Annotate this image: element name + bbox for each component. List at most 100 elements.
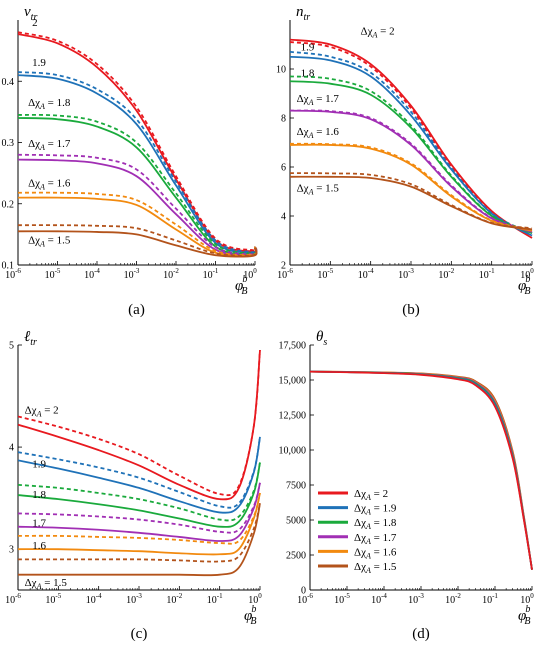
- y-tick-label: 2: [281, 261, 286, 272]
- y-tick-label: 4: [281, 212, 286, 223]
- y-tick-label: 17,500: [279, 341, 307, 352]
- series-1-9-solid: [290, 55, 533, 237]
- x-tick-label: 10-5: [45, 592, 61, 606]
- y-tick-label: 0.4: [2, 77, 15, 88]
- series-1-7-solid: [310, 370, 533, 570]
- y-tick-label: 6: [281, 163, 286, 174]
- series-1-8-solid: [18, 462, 261, 528]
- x-tick-label: 100: [248, 592, 262, 606]
- y-axis-title: ℓtr: [24, 329, 37, 348]
- y-tick-label: 12,500: [279, 411, 307, 422]
- y-tick-label: 0.1: [2, 261, 15, 272]
- panel-label: (d): [412, 626, 430, 642]
- series-1-9-dashed: [18, 436, 261, 509]
- x-tick-label: 10-3: [408, 592, 424, 606]
- x-tick-label: 10-4: [84, 267, 100, 281]
- y-axis-title: νtr: [24, 4, 37, 23]
- series-2-solid: [290, 38, 533, 239]
- legend-label-1-7: ΔχA = 1.7: [354, 532, 397, 546]
- y-tick-label: 8: [281, 114, 286, 125]
- x-tick-label: 10-4: [371, 592, 387, 606]
- curve-label-2: ΔχA = 2: [25, 404, 59, 418]
- curve-label-1-5: ΔχA = 1.5: [297, 183, 340, 197]
- series-1-8-dashed: [18, 462, 261, 522]
- series-1-8-dashed: [290, 75, 533, 233]
- legend-label-1-8: ΔχA = 1.8: [354, 517, 397, 531]
- panel-label: (c): [131, 626, 148, 642]
- legend-label-1-5: ΔχA = 1.5: [354, 561, 397, 575]
- x-tick-label: 10-3: [126, 592, 142, 606]
- series-1-5-dashed: [290, 172, 533, 230]
- series-group: [18, 31, 258, 258]
- x-tick-label: 10-2: [438, 267, 454, 281]
- series-1-5-solid: [18, 503, 261, 577]
- y-tick-label: 10: [276, 65, 286, 76]
- curve-label-2: 2: [32, 17, 38, 29]
- series-2-dashed: [18, 31, 258, 252]
- curve-label-1-8: 1.8: [301, 67, 315, 79]
- series-1-6-solid: [310, 370, 533, 570]
- legend-label-1-9: ΔχA = 1.9: [354, 503, 397, 517]
- curve-label-1-9: 1.9: [301, 42, 315, 54]
- series-1-6-solid: [290, 143, 533, 232]
- x-tick-label: 10-1: [207, 592, 223, 606]
- curve-label-1-6: 1.6: [32, 540, 46, 552]
- y-tick-label: 0: [301, 586, 306, 597]
- x-tick-label: 100: [520, 592, 534, 606]
- panel-a: 10-6 10-5 10-4 10-3 10-2 10-1 100 0.1 0.2 0.3 0.4 ν…: [2, 4, 258, 318]
- y-axis-title: ntr: [296, 4, 310, 23]
- x-tick-label: 10-2: [166, 592, 182, 606]
- x-tick-label: 10-5: [45, 267, 61, 281]
- series-1-5-dashed: [18, 224, 258, 257]
- series-group: [18, 350, 261, 577]
- x-tick-label: 10-3: [398, 267, 414, 281]
- series-1-9-solid: [310, 370, 533, 570]
- legend-label-2: ΔχA = 2: [354, 488, 388, 502]
- series-1-8-solid: [310, 370, 533, 570]
- series-1-6-solid: [18, 492, 261, 556]
- x-tick-label: 10-1: [482, 592, 498, 606]
- series-1-7-dashed: [18, 153, 258, 255]
- x-tick-label: 10-3: [124, 267, 140, 281]
- panel-c: 10-6 10-5 10-4 10-3 10-2 10-1 100 3 4 5 ℓtr φb B ΔχA …: [5, 329, 262, 642]
- x-tick-label: 10-4: [358, 267, 374, 281]
- curve-label-1-8: ΔχA = 1.8: [28, 97, 71, 111]
- panel-label: (a): [128, 302, 145, 318]
- series-1-9-solid: [18, 436, 261, 514]
- panel-label: (b): [402, 302, 420, 318]
- series-2-dashed: [18, 350, 261, 497]
- x-tick-label: 10-1: [479, 267, 495, 281]
- series-1-6-dashed: [18, 492, 261, 545]
- x-tick-label: 100: [243, 267, 257, 281]
- y-tick-label: 5: [9, 341, 14, 352]
- x-tick-label: 100: [520, 267, 534, 281]
- series-1-9-dashed: [290, 50, 533, 234]
- y-tick-label: 7500: [286, 481, 306, 492]
- x-axis-title: φb B: [518, 604, 530, 627]
- series-group: [310, 370, 533, 570]
- series-1-5-solid: [310, 370, 533, 570]
- x-tick-label: 10-6: [5, 592, 21, 606]
- y-axis-title: θs: [316, 329, 327, 348]
- curve-label-1-7: 1.7: [32, 518, 46, 530]
- curve-label-1-5: ΔχA = 1.5: [25, 577, 68, 591]
- curve-label-1-6: ΔχA = 1.6: [297, 126, 340, 140]
- x-tick-label: 10-6: [297, 592, 313, 606]
- curve-label-2: ΔχA = 2: [361, 26, 395, 40]
- x-tick-label: 10-2: [163, 267, 179, 281]
- y-tick-label: 3: [9, 545, 14, 556]
- x-tick-label: 10-6: [5, 267, 21, 281]
- series-1-9-dashed: [18, 71, 258, 254]
- y-tick-label: 4: [9, 443, 14, 454]
- series-1-6-dashed: [18, 191, 258, 256]
- curve-label-1-9: 1.9: [32, 459, 46, 471]
- series-1-7-dashed: [18, 482, 261, 534]
- series-1-7-dashed: [290, 109, 533, 232]
- y-tick-label: 0.2: [2, 199, 15, 210]
- panel-b: 10-6 10-5 10-4 10-3 10-2 10-1 100 2 4 6 8 10 ntr φb B Δ…: [276, 4, 534, 318]
- panel-d: 10-6 10-5 10-4 10-3 10-2 10-1 100 0 2500 5000 7500…: [279, 329, 535, 642]
- y-tick-label: 10,000: [279, 446, 307, 457]
- series-2-solid: [18, 33, 258, 253]
